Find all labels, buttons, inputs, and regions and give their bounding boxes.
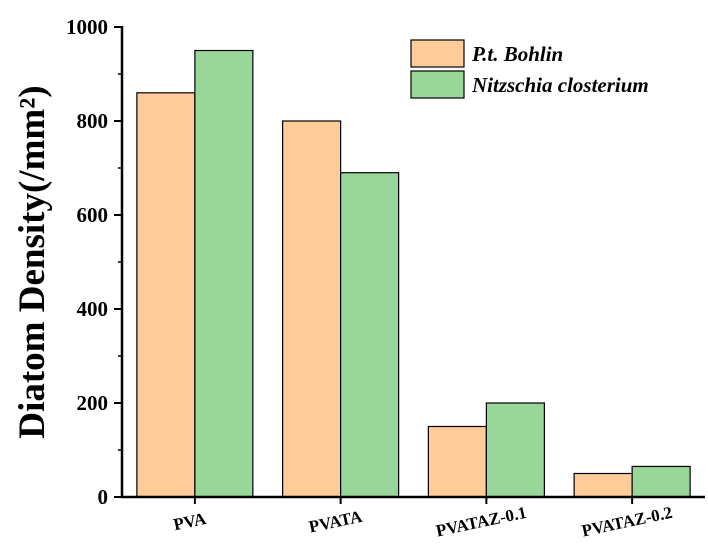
y-tick-label: 200 [77,391,109,415]
bar-pvataz-0.2-series-1 [573,472,633,498]
bar-pva-series-2 [194,49,254,498]
legend-label: Nitzschia closterium [471,73,649,97]
bar-pvataz-0.1-series-1 [427,425,487,498]
axes-layer: 0 200 400 600 800 1000 PVA PVATA PVATAZ-0.1 PVATA… [66,15,705,540]
legend-swatch [410,39,465,68]
legend-swatch [410,70,465,99]
y-axis-title: Diatom Density(/mm²) [12,85,53,438]
x-tick-label: PVATA [307,507,364,537]
bar-pva-series-1 [136,92,196,498]
y-tick-label: 0 [98,485,109,509]
legend-label: P.t. Bohlin [471,42,563,66]
bar-pvata-series-1 [282,120,342,498]
legend: P.t. Bohlin Nitzschia closterium [410,39,649,99]
bar-pvataz-0.2-series-2 [631,465,691,498]
x-tick-label: PVA [172,509,209,535]
y-tick-label: 600 [77,203,109,227]
bars-layer [136,49,691,498]
x-tick-label: PVATAZ-0.1 [434,503,528,541]
y-tick-label: 400 [77,297,109,321]
x-tick-label: PVATAZ-0.2 [580,503,674,541]
y-tick-label: 1000 [66,15,108,39]
y-tick-label: 800 [77,109,109,133]
bar-pvata-series-2 [340,172,400,498]
bar-pvataz-0.1-series-2 [485,402,545,498]
